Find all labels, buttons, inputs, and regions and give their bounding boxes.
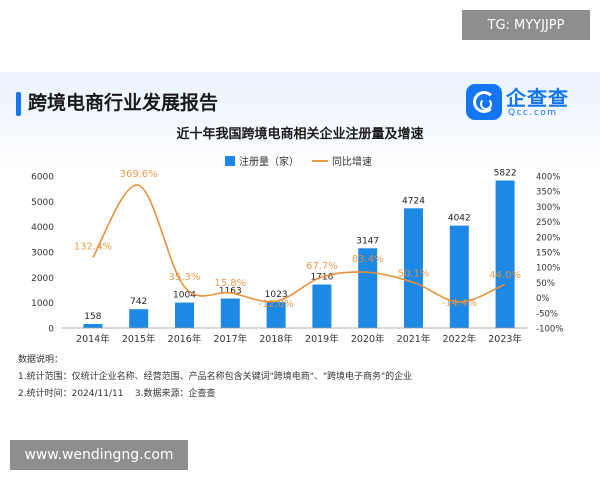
y-left-tick-label: 4000 [31, 223, 54, 233]
growth-rate-label: -14.4% [442, 298, 477, 309]
bar-value-label: 1004 [173, 291, 196, 301]
bar-value-label: 742 [130, 297, 147, 307]
logo-domain: Qcc.com [508, 108, 558, 118]
line-layer: 132.4% 369.6% 35.3% 15.8% -12.0% 67.7% 83.4% 50… [74, 169, 521, 310]
bar-value-label: 3147 [356, 236, 379, 246]
legend-label-bar: 注册量（家） [239, 155, 299, 168]
y-right-tick-label: 300% [536, 203, 560, 213]
bar [83, 323, 103, 328]
y-right-tick-label: 400% [536, 173, 560, 183]
growth-rate-label: 50.1% [398, 268, 430, 279]
chart-legend: 注册量（家） 同比增速 [225, 155, 372, 168]
growth-rate-label: 44.0% [489, 270, 521, 281]
bar-value-label: 5822 [494, 169, 517, 179]
x-tick-label: 2014年 [76, 333, 110, 345]
bar [175, 302, 194, 328]
watermark-badge-bottom: www.wendingng.com [10, 440, 188, 470]
x-tick-label: 2021年 [397, 333, 431, 345]
axis-layer: 0 1000 2000 3000 4000 5000 6000 -100% -50% 0% 50% 1… [31, 173, 563, 346]
y-right-tick-label: -100% [536, 325, 563, 335]
data-notes: 数据说明： 1.统计范围：仅统计企业名称、经营范围、产品名称包含关键词"跨境电商… [18, 352, 412, 403]
x-tick-label: 2018年 [259, 333, 293, 345]
notes-scope: 1.统计范围：仅统计企业名称、经营范围、产品名称包含关键词"跨境电商"、"跨境电… [18, 372, 413, 382]
bar-value-label: 1023 [265, 290, 288, 300]
notes-heading: 数据说明： [18, 355, 64, 365]
x-tick-label: 2020年 [351, 333, 385, 345]
x-tick-label: 2017年 [213, 333, 247, 345]
bar [495, 180, 515, 328]
bar [129, 309, 149, 328]
y-left-tick-label: 6000 [31, 173, 54, 183]
y-right-tick-label: 100% [536, 264, 560, 274]
bar [449, 225, 469, 328]
growth-rate-label: 132.4% [74, 241, 112, 252]
growth-rate-label: -12.0% [258, 299, 293, 310]
growth-rate-label: 67.7% [306, 261, 338, 272]
bar [404, 208, 423, 328]
bar-value-label: 1163 [219, 287, 242, 297]
x-tick-label: 2022年 [442, 333, 476, 345]
growth-rate-line [92, 184, 506, 303]
report-title: 跨境电商行业发展报告 [28, 92, 219, 114]
bar [220, 298, 240, 328]
bar [312, 284, 332, 328]
qcc-logo: 企查查 Qcc.com [466, 82, 588, 122]
y-left-tick-label: 0 [48, 325, 54, 335]
chart-title: 近十年我国跨境电商相关企业注册量及增速 [176, 126, 423, 142]
x-tick-label: 2019年 [305, 333, 339, 345]
notes-time: 2.统计时间：2024/11/11 [18, 389, 124, 399]
bar [266, 302, 286, 328]
notes-time-source: 2.统计时间：2024/11/11 3.数据来源：企查查 [18, 386, 412, 403]
growth-rate-label: 83.4% [352, 254, 384, 265]
y-left-tick-label: 5000 [31, 198, 54, 208]
qcc-logo-icon [466, 84, 502, 120]
y-right-tick-label: 50% [536, 279, 555, 289]
y-right-tick-label: -50% [536, 309, 558, 319]
y-left-tick-label: 3000 [31, 249, 54, 259]
y-right-tick-label: 0% [536, 294, 550, 304]
logo-name: 企查查 [506, 86, 569, 110]
y-right-tick-label: 250% [536, 218, 560, 228]
bar [358, 248, 378, 328]
x-tick-label: 2023年 [488, 333, 522, 345]
x-tick-label: 2016年 [168, 333, 202, 345]
y-right-tick-label: 150% [536, 249, 560, 259]
x-tick-label: 2015年 [122, 333, 156, 345]
bar-value-label: 158 [84, 312, 101, 322]
growth-rate-label: 369.6% [120, 169, 158, 180]
growth-rate-label: 15.8% [214, 278, 246, 289]
y-left-tick-label: 2000 [31, 274, 54, 284]
watermark-badge-top: TG: MYYJJPP [462, 10, 590, 40]
growth-rate-label: 35.3% [169, 272, 201, 283]
y-right-tick-label: 350% [536, 188, 560, 198]
title-accent-bar [16, 92, 21, 116]
y-right-tick-label: 200% [536, 233, 560, 243]
legend-label-line: 同比增速 [332, 155, 372, 168]
notes-source: 3.数据来源：企查查 [134, 389, 216, 399]
bar-value-label: 4042 [448, 214, 471, 224]
y-left-tick-label: 1000 [31, 299, 54, 309]
legend-swatch-bar [225, 156, 235, 166]
bar-value-label: 4724 [402, 196, 425, 206]
